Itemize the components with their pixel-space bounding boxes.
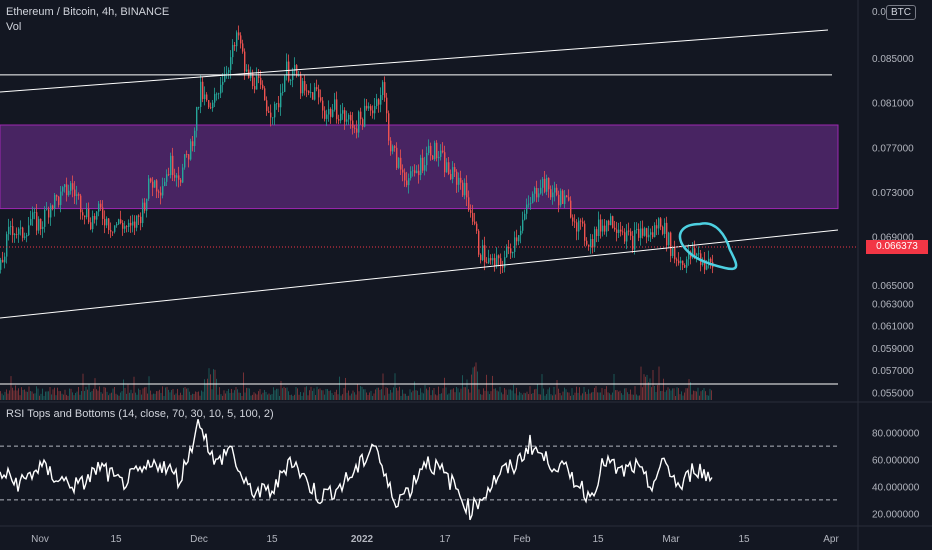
price-label: 0.081000: [872, 99, 914, 110]
price-label: 0.059000: [872, 344, 914, 355]
time-label: Dec: [190, 534, 208, 545]
time-label: Nov: [31, 534, 49, 545]
rsi-line: [0, 419, 713, 521]
annotation-circle: [678, 222, 738, 271]
lower-trendline: [0, 229, 839, 319]
rsi-label: 60.000000: [872, 456, 920, 467]
time-label: 15: [266, 534, 278, 545]
time-label: Mar: [662, 534, 680, 545]
price-label: 0.077000: [872, 143, 914, 154]
time-label: Apr: [823, 534, 839, 545]
time-label: 15: [592, 534, 604, 545]
current-price-tag: 0.066373: [866, 240, 928, 254]
price-label: 0.073000: [872, 188, 914, 199]
price-label: 0.061000: [872, 322, 914, 333]
price-label: 0.065000: [872, 281, 914, 292]
rsi-label: 80.000000: [872, 429, 920, 440]
price-label: 0.055000: [872, 388, 914, 399]
time-label: 17: [439, 534, 451, 545]
time-label: 15: [110, 534, 122, 545]
time-label: 2022: [351, 534, 374, 545]
supply-zone: [0, 124, 839, 210]
price-label: 0.063000: [872, 299, 914, 310]
volume-label: Vol: [6, 21, 22, 33]
upper-trendline: [0, 29, 829, 93]
price-label: 0.069000: [872, 232, 914, 243]
rsi-title: RSI Tops and Bottoms (14, close, 70, 30,…: [6, 408, 274, 420]
chart-title: Ethereum / Bitcoin, 4h, BINANCE: [6, 6, 170, 18]
time-label: 15: [738, 534, 750, 545]
time-label: Feb: [513, 534, 531, 545]
rsi-label: 40.000000: [872, 482, 920, 493]
price-label: 0.085000: [872, 54, 914, 65]
rsi-label: 20.000000: [872, 509, 920, 520]
currency-badge[interactable]: BTC: [886, 5, 916, 20]
price-label: 0.057000: [872, 366, 914, 377]
